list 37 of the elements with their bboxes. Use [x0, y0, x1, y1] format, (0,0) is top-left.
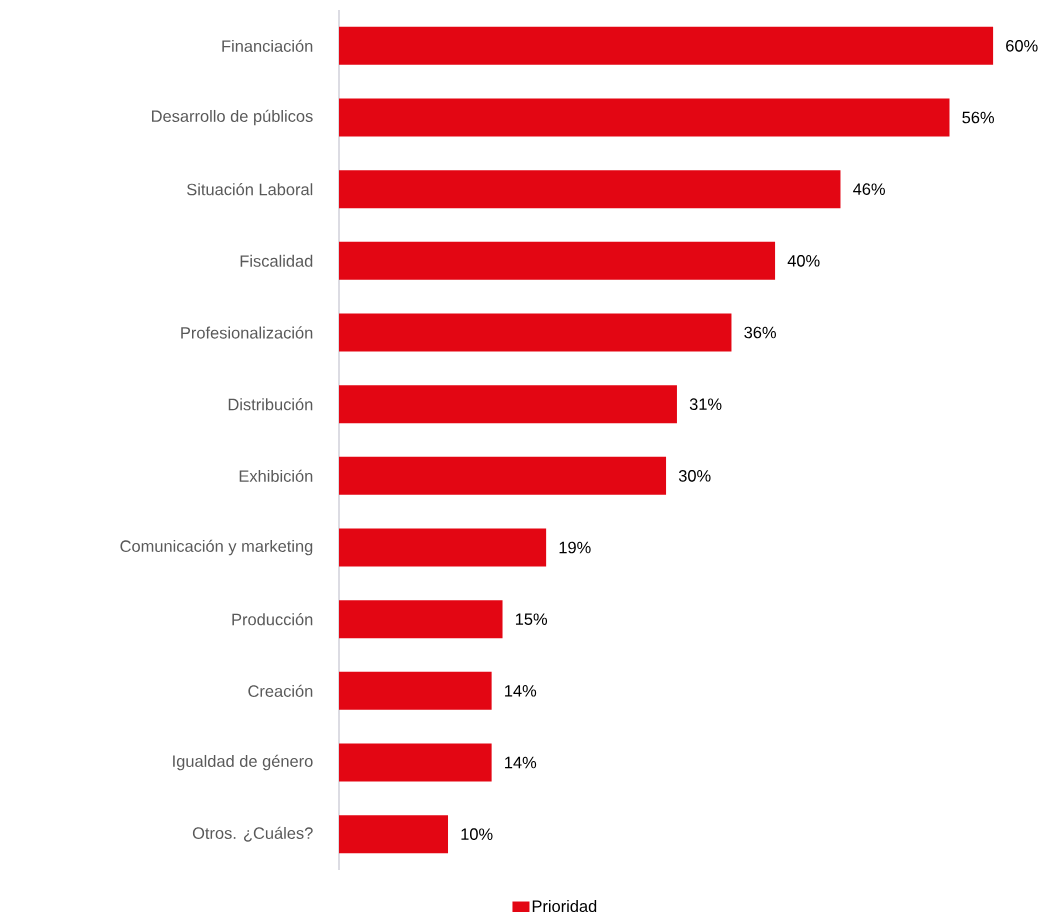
bar: [339, 385, 677, 424]
data-label: 56%: [962, 111, 994, 124]
bar: [339, 815, 449, 854]
y-tick-label: Creación: [248, 684, 313, 697]
data-label: 40%: [787, 255, 820, 267]
y-tick-label: Desarrollo de públicos: [152, 109, 313, 126]
y-tick-label: Producción: [232, 613, 313, 626]
y-tick-label: Otros. ¿Cuáles?: [192, 826, 313, 842]
bar: [339, 671, 492, 710]
legend-label: Prioridad: [532, 900, 597, 913]
y-tick-label: Exhibición: [239, 469, 313, 482]
data-label: 46%: [853, 183, 885, 195]
data-label: 36%: [744, 326, 776, 339]
bar: [339, 456, 667, 495]
y-tick-label: Distribución: [228, 398, 313, 411]
y-tick-label: Fiscalidad: [240, 254, 313, 267]
data-label: 10%: [461, 828, 493, 840]
bar: [339, 743, 492, 782]
y-tick-label: Financiación: [222, 39, 313, 52]
data-label: 30%: [678, 470, 711, 482]
y-tick-label: Comunicación y marketing: [120, 539, 313, 556]
y-tick-label: Situación Laboral: [187, 183, 313, 196]
y-tick-label: Profesionalización: [181, 326, 313, 339]
bar: [339, 98, 950, 137]
bar: [339, 600, 503, 639]
data-label: 60%: [1006, 40, 1038, 52]
bar: [339, 26, 994, 65]
y-tick-label: Igualdad de género: [173, 754, 313, 771]
bar: [339, 528, 547, 567]
data-label: 14%: [505, 756, 537, 769]
bar: [339, 241, 776, 280]
bar: [339, 170, 841, 209]
bar: [339, 313, 732, 352]
data-label: 15%: [515, 613, 548, 625]
data-label: 19%: [559, 541, 591, 554]
data-label: 31%: [689, 398, 722, 410]
data-label: 14%: [505, 685, 537, 697]
